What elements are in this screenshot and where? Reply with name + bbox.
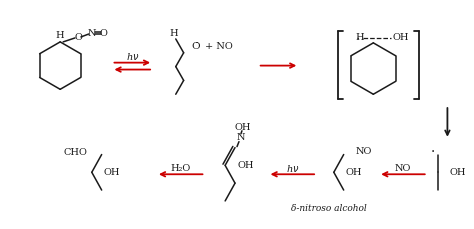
Text: NO: NO: [356, 147, 372, 156]
Text: OH: OH: [235, 123, 251, 132]
Text: O: O: [100, 28, 108, 38]
Text: Ȯ: Ȯ: [191, 42, 200, 51]
Text: OH: OH: [393, 33, 409, 42]
Text: OH: OH: [449, 168, 466, 177]
Text: N: N: [88, 28, 96, 38]
Text: OH: OH: [346, 168, 362, 177]
Text: ·: ·: [430, 144, 435, 158]
Text: H: H: [355, 33, 364, 42]
Text: H₂O: H₂O: [171, 164, 191, 173]
Text: h$\nu$: h$\nu$: [285, 163, 299, 174]
Text: O: O: [74, 33, 82, 42]
Text: OH: OH: [238, 161, 255, 170]
Text: OH: OH: [104, 168, 120, 177]
Text: + NO: + NO: [205, 42, 233, 51]
Text: N: N: [237, 133, 245, 142]
Text: NO: NO: [395, 164, 411, 173]
Text: H: H: [56, 31, 64, 41]
Text: δ-nitroso alcohol: δ-nitroso alcohol: [291, 204, 367, 213]
Text: h$\nu$: h$\nu$: [126, 51, 139, 62]
Text: H: H: [170, 28, 178, 38]
Text: CHO: CHO: [64, 148, 88, 157]
